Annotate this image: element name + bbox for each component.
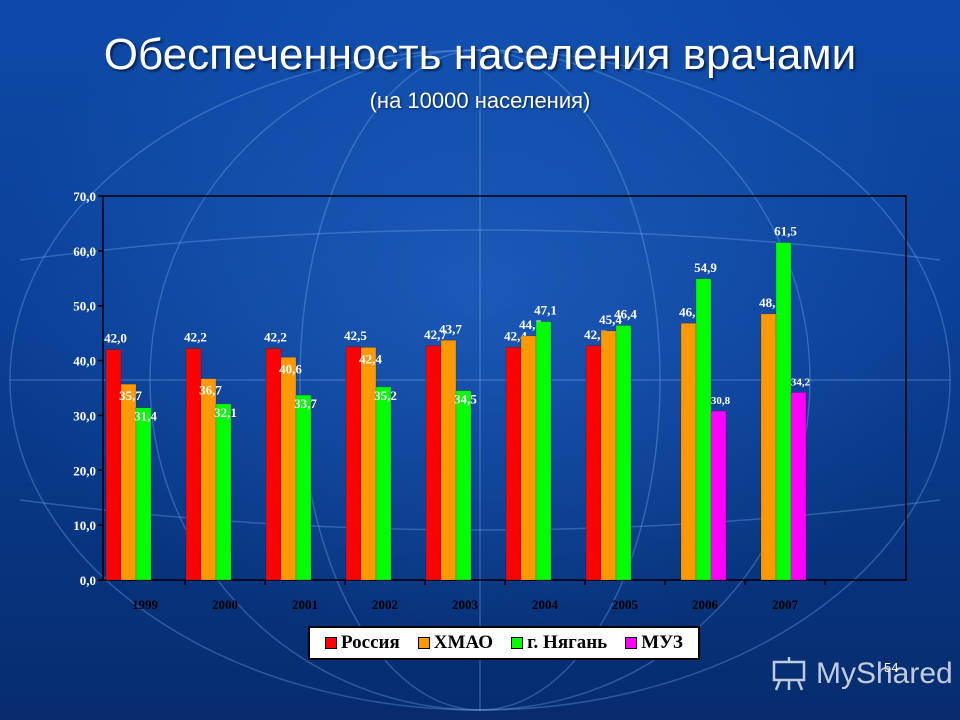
x-tick-label: 2006 xyxy=(692,597,719,612)
data-label: 34,5 xyxy=(454,392,477,407)
slide-subtitle: (на 10000 населения) xyxy=(369,88,591,113)
legend-label: г. Нягань xyxy=(527,632,608,653)
legend-swatch xyxy=(511,637,524,649)
x-tick-label: 2007 xyxy=(772,597,799,612)
x-tick-label: 1999 xyxy=(132,597,159,612)
data-label: 33,7 xyxy=(294,396,317,411)
bar-г. Нягань-2007 xyxy=(775,242,792,581)
legend-label: Россия xyxy=(341,632,400,653)
y-tick-label: 0,0 xyxy=(80,573,96,588)
presentation-board-icon xyxy=(772,657,806,691)
data-label: 42,2 xyxy=(264,330,287,345)
data-label: 42,4 xyxy=(359,351,382,366)
legend-swatch xyxy=(325,637,338,649)
x-tick-label: 2004 xyxy=(532,597,559,612)
chart-legend: Россия ХМАО г. Нягань МУЗ xyxy=(308,626,700,660)
data-label: 35,2 xyxy=(374,388,397,403)
legend-item: Россия xyxy=(325,632,400,654)
bar-МУЗ-2006 xyxy=(710,410,727,581)
x-tick-label: 2002 xyxy=(372,597,398,612)
bar-г. Нягань-2001 xyxy=(295,394,312,581)
y-tick-label: 70,0 xyxy=(73,189,96,204)
data-label: 36,7 xyxy=(199,383,222,398)
bar-г. Нягань-2006 xyxy=(695,278,712,581)
y-tick-label: 50,0 xyxy=(73,299,96,314)
bar-ХМАО-2003 xyxy=(440,340,457,581)
legend-item: МУЗ xyxy=(625,632,683,654)
legend-item: ХМАО xyxy=(417,632,494,654)
bar-Россия-2002 xyxy=(345,346,362,581)
bar-МУЗ-2007 xyxy=(790,392,807,581)
y-tick-label: 30,0 xyxy=(73,408,96,423)
bar-ХМАО-2006 xyxy=(680,323,697,581)
data-label: 31,4 xyxy=(134,409,157,424)
bar-ХМАО-2007 xyxy=(760,313,777,581)
page-number: 54 xyxy=(884,660,899,675)
data-label: 46,4 xyxy=(614,306,637,321)
watermark-text: MyShared xyxy=(816,657,953,690)
bar-Россия-2003 xyxy=(425,345,442,581)
x-tick-label: 2005 xyxy=(612,597,639,612)
watermark: MyShared xyxy=(770,656,953,692)
data-label: 34,2 xyxy=(791,376,811,388)
bar-Россия-2005 xyxy=(585,345,602,581)
data-label: 43,7 xyxy=(439,321,462,336)
data-label: 42,5 xyxy=(344,328,367,343)
x-tick-label: 2001 xyxy=(292,597,318,612)
legend-swatch xyxy=(417,637,430,649)
bar-г. Нягань-2000 xyxy=(215,403,232,581)
bar-г. Нягань-1999 xyxy=(135,407,152,581)
legend-item: г. Нягань xyxy=(511,632,607,654)
data-label: 30,8 xyxy=(711,395,731,407)
data-label: 45,4 xyxy=(599,312,622,327)
data-label: 35,7 xyxy=(119,388,142,403)
data-label: 47,1 xyxy=(534,303,557,318)
bar-ХМАО-2004 xyxy=(520,335,537,581)
x-tick-label: 2003 xyxy=(452,597,479,612)
bar-ХМАО-2001 xyxy=(280,357,297,581)
bar-г. Нягань-2005 xyxy=(615,325,632,581)
x-tick-label: 2000 xyxy=(212,597,238,612)
bar-Россия-1999 xyxy=(105,349,122,581)
y-tick-label: 20,0 xyxy=(73,463,96,478)
data-label: 54,9 xyxy=(694,260,717,275)
bar-ХМАО-2002 xyxy=(360,347,377,581)
data-label: 42,7 xyxy=(424,327,447,342)
bar-Россия-2001 xyxy=(265,348,282,581)
legend-swatch xyxy=(625,637,638,649)
bar-г. Нягань-2003 xyxy=(455,390,472,581)
data-label: 42,0 xyxy=(104,331,127,346)
bar-г. Нягань-2004 xyxy=(535,321,552,581)
data-label: 40,6 xyxy=(279,361,302,376)
data-label: 32,1 xyxy=(214,405,237,420)
bar-г. Нягань-2002 xyxy=(375,386,392,581)
y-tick-label: 40,0 xyxy=(73,354,96,369)
y-tick-label: 10,0 xyxy=(73,518,96,533)
legend-label: ХМАО xyxy=(433,632,494,653)
bar-Россия-2004 xyxy=(505,347,522,581)
data-label: 42,2 xyxy=(184,330,207,345)
data-label: 61,5 xyxy=(774,224,797,239)
bar-ХМАО-2005 xyxy=(600,330,617,581)
y-tick-label: 60,0 xyxy=(73,244,96,259)
slide-title: Обеспеченность населения врачами xyxy=(103,30,857,79)
legend-label: МУЗ xyxy=(641,632,683,653)
